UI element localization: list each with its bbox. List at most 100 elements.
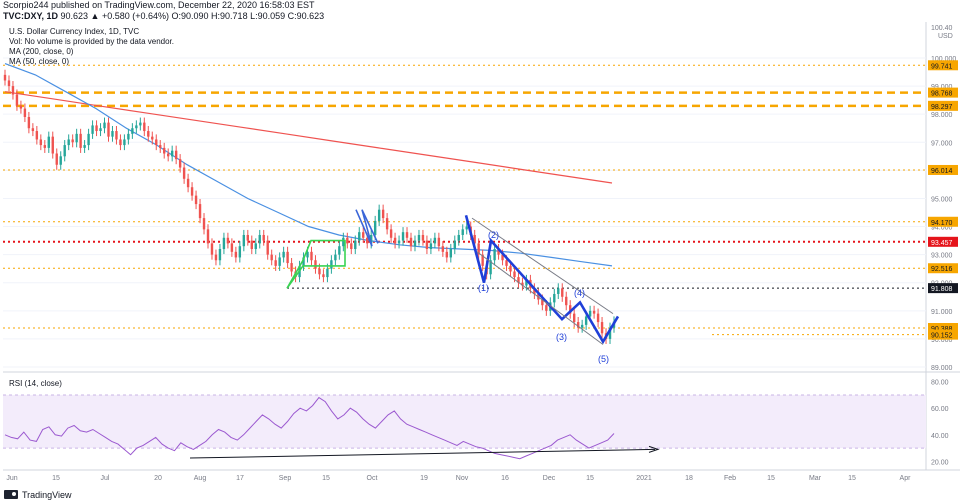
- candle: [95, 125, 98, 132]
- candle: [306, 251, 309, 258]
- candle: [155, 139, 158, 146]
- candle: [262, 234, 265, 241]
- candle: [258, 234, 261, 244]
- candle: [569, 305, 572, 314]
- candle: [433, 237, 437, 244]
- legend-title: U.S. Dollar Currency Index, 1D, TVC: [9, 27, 140, 36]
- candle: [163, 147, 166, 154]
- candle: [449, 249, 453, 258]
- level-label-bg: [928, 323, 958, 334]
- candle: [75, 133, 78, 143]
- candle: [429, 243, 433, 250]
- time-tick-label: Oct: [367, 475, 378, 482]
- candle: [413, 240, 417, 247]
- publish-line: Scorpio244 published on TradingView.com,…: [3, 0, 315, 10]
- candle: [63, 145, 66, 157]
- candle: [318, 268, 321, 275]
- candle: [55, 153, 58, 165]
- candle: [553, 293, 556, 303]
- candle: [186, 178, 190, 188]
- candle: [67, 139, 70, 146]
- candle: [266, 240, 269, 255]
- candle: [588, 310, 592, 317]
- legend-ma200[interactable]: MA (200, close, 0): [9, 47, 74, 56]
- time-tick-label: Apr: [900, 475, 912, 482]
- candle: [290, 263, 293, 272]
- candle: [541, 299, 544, 306]
- candle: [15, 94, 19, 106]
- candle: [178, 159, 182, 168]
- rsi-trendline-arrow: [648, 445, 660, 453]
- candle: [513, 271, 516, 278]
- candle: [214, 254, 218, 261]
- candle: [377, 209, 381, 221]
- candle: [278, 257, 281, 266]
- candle: [401, 232, 405, 241]
- candle: [147, 131, 150, 137]
- candle: [246, 234, 250, 241]
- symbol-line: TVC:DXY, 1D 90.623 ▲ +0.580 (+0.64%) O:9…: [0, 11, 960, 22]
- price-tick-label: 94.000: [931, 225, 953, 232]
- time-tick-label: Jul: [101, 475, 110, 482]
- candle: [170, 150, 174, 157]
- candle: [473, 234, 476, 244]
- candle: [405, 232, 409, 238]
- candle: [362, 232, 365, 238]
- candle: [592, 310, 596, 314]
- candle: [111, 131, 114, 137]
- tradingview-logo[interactable]: TradingView: [4, 490, 72, 500]
- level-label-bg: [928, 216, 958, 227]
- ma200-line: [4, 91, 613, 184]
- level-label: 91.808: [931, 286, 953, 293]
- time-tick-label: Sep: [279, 475, 292, 482]
- price-top-label: 100.40: [931, 25, 953, 32]
- rsi-tick-label: 40.00: [931, 433, 949, 440]
- candle: [115, 131, 118, 140]
- candle: [461, 229, 464, 235]
- price-tick-label: 100.000: [931, 56, 956, 63]
- candle: [557, 288, 560, 294]
- time-tick-label: 16: [501, 475, 509, 482]
- time-tick-label: Mar: [809, 475, 822, 482]
- time-tick-label: 15: [767, 475, 775, 482]
- level-label: 98.768: [931, 91, 953, 98]
- symbol-label: TVC:DXY, 1D: [3, 11, 59, 21]
- candle: [517, 277, 520, 283]
- candle: [206, 229, 210, 244]
- candle: [505, 260, 508, 266]
- legend-rsi[interactable]: RSI (14, close): [9, 379, 62, 388]
- candle: [3, 74, 7, 81]
- candle: [338, 246, 341, 255]
- candle: [19, 105, 23, 109]
- level-label: 90.388: [931, 326, 953, 333]
- level-label: 99.741: [931, 63, 953, 70]
- time-tick-label: Aug: [194, 475, 207, 482]
- candle: [453, 240, 456, 250]
- candle: [87, 133, 90, 146]
- candle: [159, 145, 162, 148]
- candle: [425, 240, 429, 250]
- candle: [501, 254, 504, 261]
- time-tick-label: 19: [420, 475, 428, 482]
- candle: [182, 167, 186, 179]
- candle: [565, 296, 568, 306]
- candle: [545, 305, 548, 311]
- candle: [389, 229, 393, 238]
- price-tick-label: 97.000: [931, 140, 953, 147]
- rsi-tick-label: 80.00: [931, 380, 949, 387]
- wave-label: (3): [556, 332, 567, 342]
- price-tick-label: 93.000: [931, 253, 953, 260]
- candle: [270, 254, 273, 261]
- candle: [282, 251, 285, 258]
- time-tick-label: 20: [154, 475, 162, 482]
- candle: [174, 150, 178, 160]
- candle: [302, 257, 305, 266]
- candle: [198, 204, 202, 219]
- price-tick-label: 90.000: [931, 337, 953, 344]
- candle: [493, 249, 496, 261]
- candle: [31, 128, 35, 132]
- legend-ma50[interactable]: MA (50, close, 0): [9, 57, 70, 66]
- level-label-bg: [928, 263, 958, 274]
- candle: [310, 251, 313, 261]
